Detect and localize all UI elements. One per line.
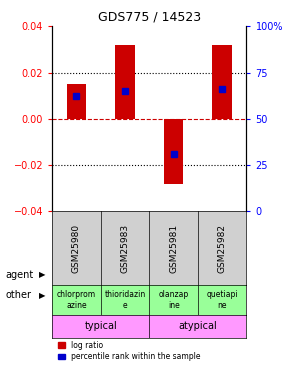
Bar bbox=[67, 84, 86, 119]
Text: chlorprom
azine: chlorprom azine bbox=[57, 290, 96, 310]
Legend: log ratio, percentile rank within the sample: log ratio, percentile rank within the sa… bbox=[56, 339, 202, 363]
Text: GSM25980: GSM25980 bbox=[72, 224, 81, 273]
Text: other: other bbox=[6, 290, 32, 300]
Text: olanzap
ine: olanzap ine bbox=[159, 290, 189, 310]
Bar bbox=[213, 45, 232, 119]
Text: GSM25981: GSM25981 bbox=[169, 224, 178, 273]
Text: thioridazin
e: thioridazin e bbox=[104, 290, 146, 310]
Title: GDS775 / 14523: GDS775 / 14523 bbox=[98, 11, 201, 24]
Text: ▶: ▶ bbox=[39, 270, 46, 279]
Text: ▶: ▶ bbox=[39, 291, 46, 300]
Bar bbox=[164, 119, 183, 184]
Text: GSM25983: GSM25983 bbox=[121, 224, 130, 273]
Text: atypical: atypical bbox=[179, 321, 217, 332]
Text: agent: agent bbox=[6, 270, 34, 279]
Text: typical: typical bbox=[84, 321, 117, 332]
Text: GSM25982: GSM25982 bbox=[218, 224, 227, 273]
Bar bbox=[115, 45, 135, 119]
Text: quetiapi
ne: quetiapi ne bbox=[206, 290, 238, 310]
